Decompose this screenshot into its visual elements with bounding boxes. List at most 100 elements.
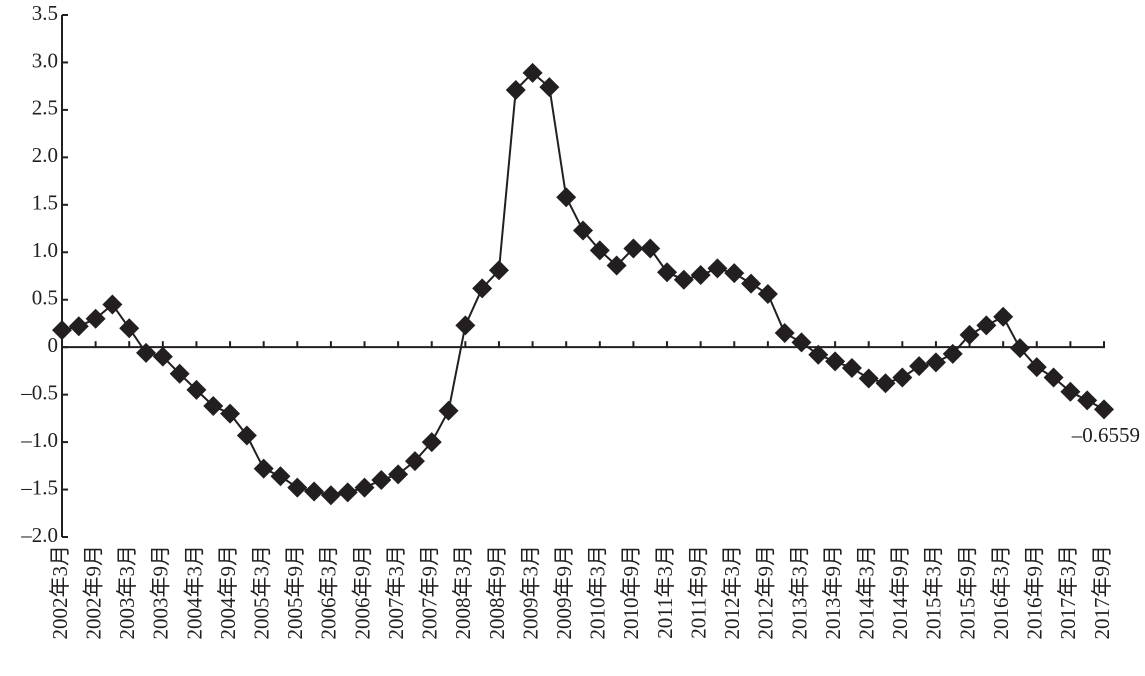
marker <box>825 351 846 372</box>
value-label: –0.6559 <box>1071 423 1140 447</box>
marker <box>152 346 173 367</box>
x-tick-label: 2014年9月 <box>888 545 912 640</box>
x-tick-label: 2014年3月 <box>855 545 879 640</box>
marker <box>808 344 829 365</box>
marker <box>85 308 106 329</box>
y-tick-label: –2.0 <box>20 523 58 547</box>
marker <box>1026 357 1047 378</box>
marker <box>724 263 745 284</box>
x-tick-label: 2006年9月 <box>350 545 374 640</box>
marker <box>556 187 577 208</box>
marker <box>1043 367 1064 388</box>
marker <box>203 396 224 417</box>
x-tick-label: 2012年3月 <box>720 545 744 640</box>
line <box>61 71 1105 497</box>
marker <box>371 470 392 491</box>
marker <box>741 273 762 294</box>
x-tick-label: 2016年3月 <box>989 545 1013 640</box>
x-tick-label: 2009年9月 <box>552 545 576 640</box>
y-tick-label: –1.0 <box>20 428 58 452</box>
y-tick-label: 2.5 <box>32 96 58 120</box>
marker <box>925 352 946 373</box>
x-tick-label: 2002年3月 <box>48 545 72 640</box>
x-tick-label: 2007年3月 <box>384 545 408 640</box>
x-tick-label: 2010年3月 <box>586 545 610 640</box>
x-tick-label: 2008年3月 <box>451 545 475 640</box>
y-tick-label: 0 <box>48 333 59 357</box>
marker <box>892 367 913 388</box>
marker <box>993 306 1014 327</box>
marker <box>186 379 207 400</box>
marker <box>102 294 123 315</box>
marker <box>959 324 980 345</box>
x-tick-label: 2004年9月 <box>216 545 240 640</box>
y-tick-label: 1.5 <box>32 191 58 215</box>
marker <box>707 258 728 279</box>
marker <box>1009 338 1030 359</box>
x-tick-label: 2002年9月 <box>81 545 105 640</box>
x-tick-label: 2009年3月 <box>518 545 542 640</box>
marker <box>472 278 493 299</box>
marker <box>976 315 997 336</box>
marker <box>320 485 341 506</box>
marker <box>304 481 325 502</box>
marker <box>488 260 509 281</box>
marker <box>657 262 678 283</box>
x-tick-label: 2010年9月 <box>619 545 643 640</box>
marker <box>640 238 661 259</box>
marker <box>606 255 627 276</box>
y-tick-label: –1.5 <box>20 475 58 499</box>
marker <box>52 320 72 341</box>
marker <box>623 238 644 259</box>
marker <box>841 358 862 379</box>
x-tick-label: 2008年9月 <box>485 545 509 640</box>
marker <box>455 315 476 336</box>
x-tick-label: 2015年3月 <box>922 545 946 640</box>
y-tick-label: 0.5 <box>32 286 58 310</box>
marker <box>942 343 963 364</box>
marker <box>774 322 795 343</box>
x-tick-label: 2003年3月 <box>115 545 139 640</box>
marker <box>1094 399 1114 420</box>
marker <box>589 240 610 261</box>
x-tick-label: 2005年9月 <box>283 545 307 640</box>
marker <box>438 400 459 421</box>
marker <box>757 284 778 305</box>
y-tick-label: 2.0 <box>32 143 58 167</box>
marker <box>858 368 879 389</box>
marker <box>522 62 543 83</box>
x-tick-label: 2017年3月 <box>1056 545 1080 640</box>
marker <box>253 458 274 479</box>
marker <box>791 332 812 353</box>
x-tick-label: 2016年9月 <box>1023 545 1047 640</box>
marker <box>119 318 140 339</box>
marker <box>690 265 711 286</box>
x-tick-label: 2006年3月 <box>317 545 341 640</box>
y-tick-label: 3.5 <box>32 1 58 25</box>
marker <box>354 477 375 498</box>
x-tick-label: 2017年9月 <box>1090 545 1114 640</box>
y-tick-label: –0.5 <box>20 380 58 404</box>
marker <box>673 269 694 290</box>
x-tick-label: 2013年9月 <box>821 545 845 640</box>
x-tick-label: 2012年9月 <box>754 545 778 640</box>
marker <box>68 316 89 337</box>
x-tick-label: 2007年9月 <box>418 545 442 640</box>
x-tick-label: 2013年3月 <box>787 545 811 640</box>
marker <box>539 77 560 98</box>
marker <box>169 363 190 384</box>
x-tick-label: 2005年3月 <box>249 545 273 640</box>
x-tick-label: 2015年9月 <box>955 545 979 640</box>
x-tick-label: 2003年9月 <box>149 545 173 640</box>
marker <box>287 477 308 498</box>
y-tick-label: 1.0 <box>32 238 58 262</box>
x-tick-label: 2004年3月 <box>182 545 206 640</box>
marker <box>388 464 409 485</box>
marker <box>136 342 157 363</box>
x-tick-label: 2011年3月 <box>653 545 677 639</box>
marker <box>421 432 442 453</box>
marker <box>236 425 257 446</box>
marker <box>909 356 930 377</box>
